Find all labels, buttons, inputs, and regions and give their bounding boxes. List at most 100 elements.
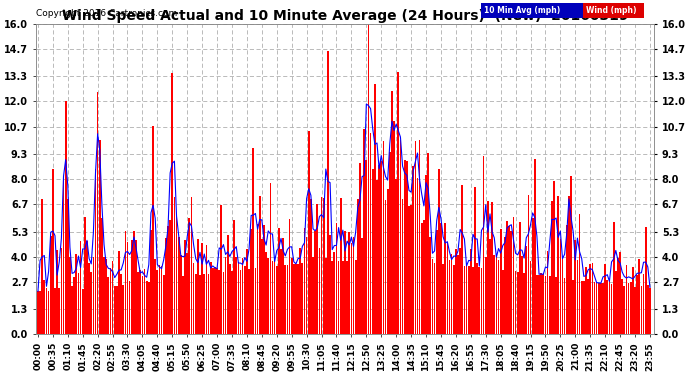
Bar [382,141,384,334]
Bar [464,266,465,334]
Bar [532,219,533,334]
Bar [538,275,540,334]
Bar [513,217,514,334]
Bar [374,84,376,334]
Bar [231,271,233,334]
Bar [52,170,54,334]
Bar [562,259,563,334]
Bar [378,165,380,334]
Bar [434,263,435,334]
Bar [619,252,621,334]
Bar [387,189,388,334]
Bar [227,235,228,334]
Bar [481,268,482,334]
Bar [293,264,295,334]
Bar [638,258,640,334]
Bar [581,281,582,334]
Bar [413,166,414,334]
Bar [611,284,613,334]
Bar [419,140,420,334]
Bar [201,243,203,334]
Bar [174,196,175,334]
Bar [210,262,212,334]
Bar [280,249,282,334]
Bar [389,152,391,334]
Bar [112,261,113,334]
Bar [511,231,512,334]
Bar [523,273,525,334]
Bar [391,91,393,334]
Bar [39,291,41,334]
Bar [108,277,109,334]
Bar [640,286,642,334]
Bar [274,258,275,334]
Bar [208,274,209,334]
Bar [261,239,263,334]
Bar [460,248,461,334]
Bar [579,214,580,334]
Bar [137,272,139,334]
Bar [73,277,75,334]
Bar [438,169,440,334]
Bar [67,198,68,334]
Bar [591,263,593,334]
Bar [429,237,431,334]
Bar [57,250,58,334]
Bar [521,256,523,334]
Bar [314,231,316,334]
Bar [604,264,606,334]
Bar [88,263,90,334]
Bar [235,257,237,334]
Bar [37,291,39,334]
Bar [335,223,337,334]
Bar [444,223,446,334]
Bar [218,270,220,334]
Bar [411,205,412,334]
Bar [75,254,77,334]
Bar [440,223,442,334]
Bar [178,237,179,334]
Bar [495,256,497,334]
Bar [129,281,130,334]
Bar [587,279,589,334]
Bar [184,240,186,334]
Bar [148,282,150,334]
Bar [359,163,361,334]
Bar [448,260,451,334]
Bar [466,266,467,334]
Bar [80,241,81,334]
Bar [59,288,60,334]
Bar [195,274,197,334]
Bar [519,222,521,334]
Bar [364,129,365,334]
Bar [257,224,259,334]
Bar [65,102,66,334]
Bar [97,92,99,334]
Bar [427,153,429,334]
Bar [239,270,241,334]
Bar [144,268,146,334]
Bar [589,264,591,334]
Bar [425,175,427,334]
Bar [295,264,297,334]
Bar [244,266,246,334]
Bar [468,266,469,334]
Bar [457,255,459,334]
Bar [476,263,478,334]
Bar [306,237,308,334]
Bar [553,181,555,334]
Bar [647,285,649,334]
Bar [342,261,344,334]
Bar [84,217,86,334]
Bar [493,255,495,334]
Bar [497,260,500,334]
Bar [299,248,301,334]
Bar [515,270,516,334]
Bar [577,260,578,334]
Bar [408,206,410,334]
Bar [337,261,339,334]
Bar [446,242,448,334]
Bar [415,141,416,334]
Bar [152,126,154,335]
Bar [127,242,128,334]
